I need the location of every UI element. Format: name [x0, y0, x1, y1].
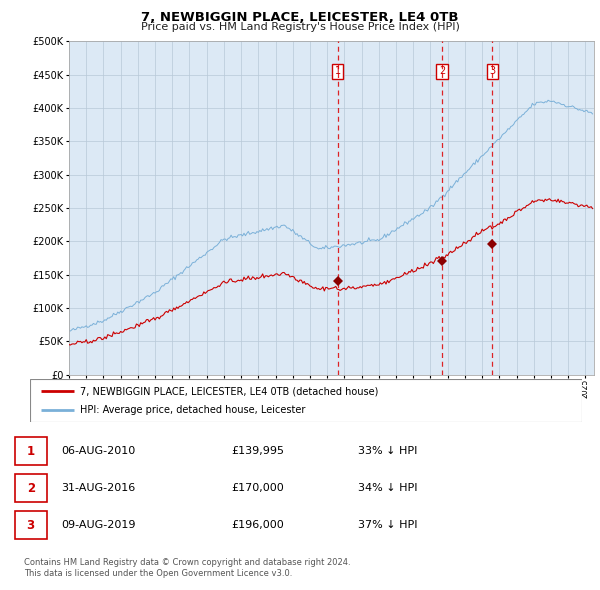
Text: Contains HM Land Registry data © Crown copyright and database right 2024.
This d: Contains HM Land Registry data © Crown c… [24, 558, 350, 578]
Text: HPI: Average price, detached house, Leicester: HPI: Average price, detached house, Leic… [80, 405, 305, 415]
Text: Price paid vs. HM Land Registry's House Price Index (HPI): Price paid vs. HM Land Registry's House … [140, 22, 460, 32]
Text: £170,000: £170,000 [231, 483, 284, 493]
FancyBboxPatch shape [15, 438, 47, 466]
Text: 06-AUG-2010: 06-AUG-2010 [61, 447, 135, 457]
FancyBboxPatch shape [15, 511, 47, 539]
Text: 3: 3 [26, 519, 35, 532]
FancyBboxPatch shape [15, 474, 47, 502]
Text: 31-AUG-2016: 31-AUG-2016 [61, 483, 135, 493]
Text: 2: 2 [26, 481, 35, 495]
Text: 7, NEWBIGGIN PLACE, LEICESTER, LE4 0TB: 7, NEWBIGGIN PLACE, LEICESTER, LE4 0TB [141, 11, 459, 24]
Text: 09-AUG-2019: 09-AUG-2019 [61, 520, 136, 530]
Text: 1: 1 [334, 66, 341, 76]
Text: 2: 2 [439, 66, 445, 76]
FancyBboxPatch shape [30, 379, 582, 422]
Text: 33% ↓ HPI: 33% ↓ HPI [358, 447, 417, 457]
Text: 1: 1 [26, 445, 35, 458]
Text: 37% ↓ HPI: 37% ↓ HPI [358, 520, 417, 530]
Text: 34% ↓ HPI: 34% ↓ HPI [358, 483, 417, 493]
Text: 7, NEWBIGGIN PLACE, LEICESTER, LE4 0TB (detached house): 7, NEWBIGGIN PLACE, LEICESTER, LE4 0TB (… [80, 386, 378, 396]
Text: £139,995: £139,995 [231, 447, 284, 457]
Text: 3: 3 [490, 66, 496, 76]
Text: £196,000: £196,000 [231, 520, 284, 530]
